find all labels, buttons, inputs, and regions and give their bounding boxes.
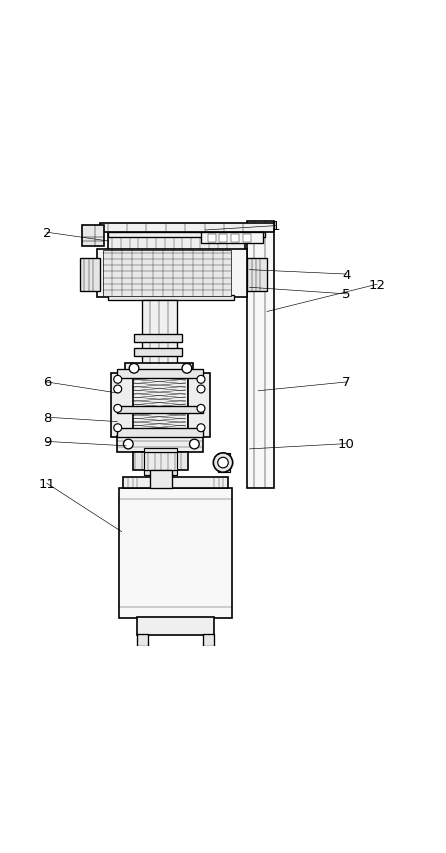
Bar <box>133 453 188 471</box>
Text: 11: 11 <box>38 477 55 490</box>
Bar <box>247 222 274 488</box>
Bar <box>150 471 172 488</box>
Bar <box>144 453 177 471</box>
Text: 10: 10 <box>338 438 355 450</box>
Bar <box>103 251 231 296</box>
Bar <box>125 363 194 374</box>
Circle shape <box>197 386 205 393</box>
Bar <box>117 436 203 453</box>
Bar <box>134 348 182 356</box>
Bar <box>137 635 148 647</box>
Circle shape <box>129 364 139 374</box>
Text: 9: 9 <box>43 435 51 449</box>
Circle shape <box>114 386 122 393</box>
Text: 2: 2 <box>42 226 51 240</box>
Bar <box>144 449 177 453</box>
Bar <box>99 223 274 233</box>
Bar <box>108 234 245 251</box>
Bar <box>98 249 247 298</box>
Text: 6: 6 <box>43 376 51 389</box>
Bar <box>137 617 214 635</box>
Bar <box>207 235 215 242</box>
Circle shape <box>190 439 199 450</box>
Bar <box>117 428 203 437</box>
Circle shape <box>197 376 205 384</box>
Circle shape <box>114 405 122 413</box>
Circle shape <box>197 424 205 432</box>
Bar <box>218 453 230 473</box>
Circle shape <box>213 453 233 473</box>
Circle shape <box>218 458 228 468</box>
Bar <box>108 295 234 300</box>
Bar <box>144 471 177 476</box>
Bar <box>141 300 177 365</box>
Bar <box>243 235 251 242</box>
Bar <box>123 477 228 488</box>
Circle shape <box>114 424 122 432</box>
Circle shape <box>124 439 133 450</box>
Bar <box>134 335 182 343</box>
Text: 7: 7 <box>342 376 351 389</box>
Circle shape <box>114 376 122 384</box>
Bar <box>231 235 240 242</box>
Text: 8: 8 <box>43 411 51 424</box>
Bar <box>247 258 267 292</box>
Text: 1: 1 <box>272 220 280 233</box>
Circle shape <box>182 364 192 374</box>
Bar <box>117 406 203 414</box>
Bar <box>117 369 203 378</box>
Circle shape <box>197 405 205 413</box>
Bar <box>131 374 188 437</box>
Bar <box>120 488 232 618</box>
Bar <box>108 233 265 238</box>
Bar <box>82 226 104 247</box>
Text: 12: 12 <box>369 278 386 292</box>
Text: 5: 5 <box>342 288 351 301</box>
Bar <box>188 374 210 437</box>
Bar <box>203 635 214 647</box>
Text: 4: 4 <box>342 268 351 281</box>
Bar <box>80 258 99 292</box>
Bar <box>111 374 133 437</box>
Bar <box>219 235 227 242</box>
Bar <box>201 233 263 244</box>
